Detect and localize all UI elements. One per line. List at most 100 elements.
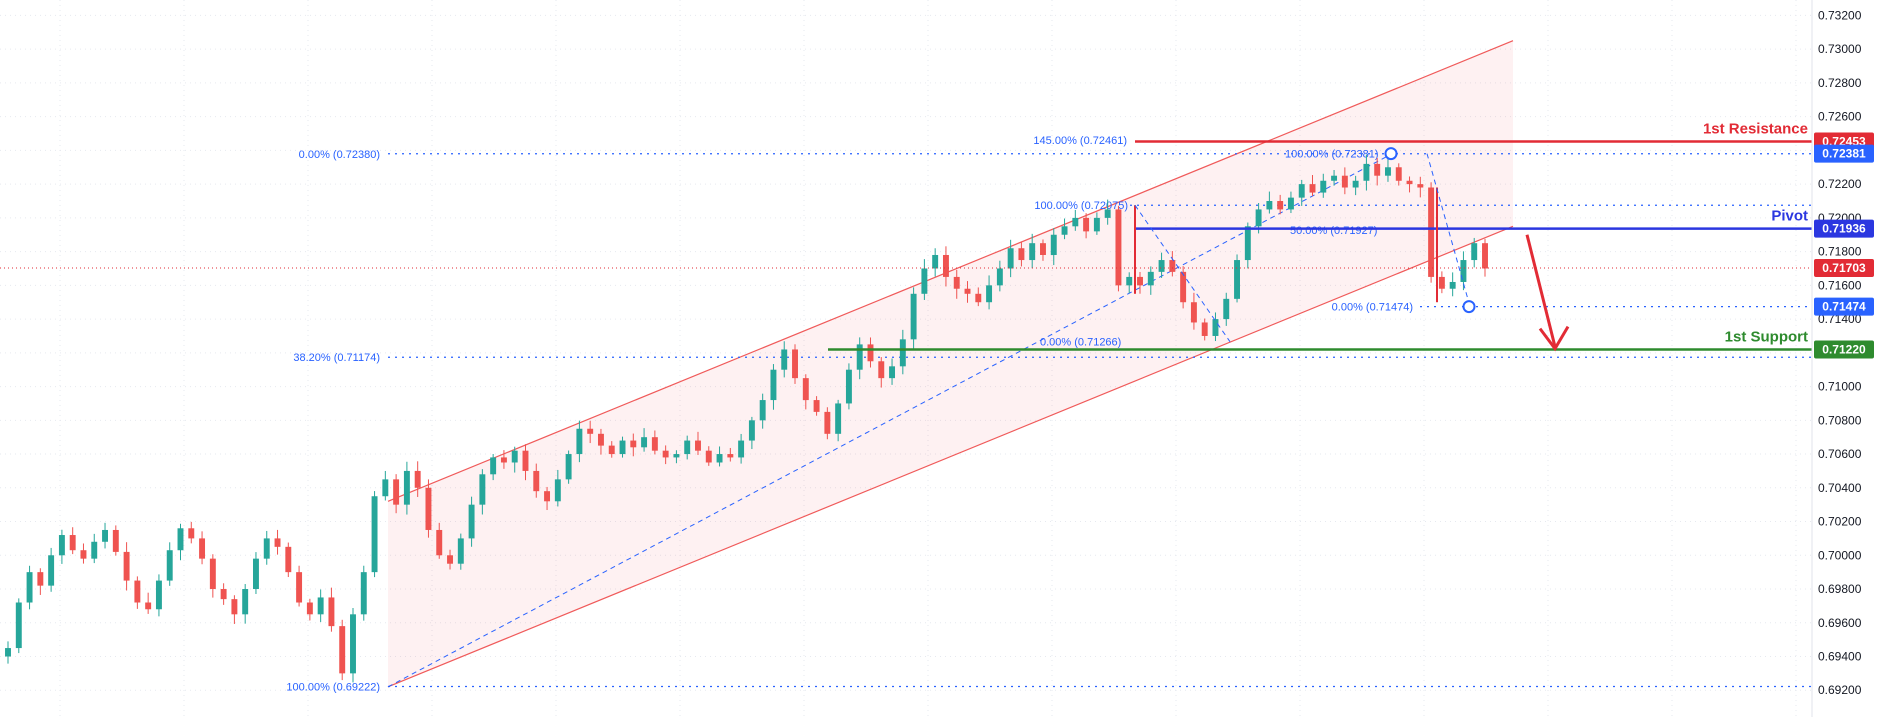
projection-arrow	[1525, 234, 1557, 347]
fib-anchor-point	[1384, 147, 1398, 161]
candle-body	[748, 420, 755, 441]
candlesticks	[5, 154, 1488, 683]
channel-upper-line	[387, 40, 1514, 502]
candle-body	[91, 541, 98, 559]
candle-body	[1104, 209, 1111, 218]
y-tick-label: 0.73000	[1818, 42, 1862, 56]
candle-body	[1040, 243, 1046, 255]
grid-lines	[0, 0, 1812, 717]
candle-body	[684, 440, 691, 455]
candle-body	[759, 400, 766, 421]
candle-body	[1223, 298, 1230, 320]
candle-body	[177, 528, 184, 551]
y-tick-label: 0.70800	[1818, 413, 1862, 427]
y-tick-label: 0.71800	[1818, 245, 1862, 259]
candle-body	[26, 572, 33, 603]
candle-body	[1482, 243, 1488, 269]
candle-body	[619, 440, 626, 455]
channel-lower-line	[387, 225, 1514, 688]
candle-body	[878, 361, 885, 379]
candle-body	[1029, 243, 1036, 261]
candle-body	[813, 400, 820, 412]
candle-body	[37, 572, 44, 586]
candle-body	[1406, 180, 1413, 185]
price-badge-label: 0.71474	[1822, 300, 1866, 314]
candle-body	[889, 366, 896, 379]
candle-body	[5, 648, 11, 657]
candle-body	[544, 491, 551, 502]
candle-body	[1180, 271, 1187, 303]
candle-body	[1137, 276, 1143, 286]
candle-body	[479, 474, 486, 505]
fib-anchor-point	[1462, 300, 1476, 314]
y-tick-label: 0.70400	[1818, 481, 1862, 495]
candle-body	[975, 293, 982, 303]
candle-body	[1212, 319, 1219, 336]
candle-body	[781, 349, 788, 370]
price-badge-label: 0.72381	[1822, 147, 1866, 161]
y-tick-label: 0.69600	[1818, 616, 1862, 630]
candle-body	[1234, 260, 1241, 299]
candle-body	[953, 276, 960, 289]
candle-body	[597, 433, 604, 446]
fib-annotation: 100.00% (0.69222)	[286, 682, 380, 694]
candle-body	[1363, 163, 1370, 181]
candle-body	[1309, 184, 1316, 193]
y-tick-label: 0.71600	[1818, 278, 1862, 292]
candle-body	[705, 450, 712, 463]
candle-body	[393, 479, 400, 505]
candle-body	[48, 555, 55, 586]
candle-body	[576, 428, 583, 455]
candle-body	[123, 551, 130, 581]
y-tick-label: 0.70600	[1818, 447, 1862, 461]
candle-body	[1201, 322, 1208, 336]
candle-body	[1050, 234, 1057, 255]
candle-body	[511, 450, 518, 463]
y-tick-label: 0.72600	[1818, 110, 1862, 124]
candle-body	[1438, 276, 1445, 289]
candle-body	[58, 535, 65, 556]
candle-body	[651, 437, 658, 451]
candle-body	[1072, 217, 1079, 227]
candle-body	[339, 626, 346, 674]
candle-body	[835, 403, 842, 434]
candle-body	[641, 437, 648, 448]
regression-channel	[387, 40, 1514, 688]
candle-body	[414, 470, 421, 488]
candle-body	[360, 572, 367, 615]
candle-body	[209, 558, 216, 590]
candle-body	[1341, 175, 1348, 188]
channel-fill	[388, 40, 1513, 687]
y-tick-label: 0.70000	[1818, 548, 1862, 562]
fib-annotation: 145.00% (0.72461)	[1033, 135, 1127, 147]
annotations	[1134, 147, 1570, 352]
fib-annotation: 50.00% (0.71927)	[1290, 225, 1377, 237]
candle-body	[1331, 175, 1338, 181]
candle-body	[921, 268, 928, 294]
price-badge	[1814, 219, 1874, 238]
candle-body	[845, 369, 852, 404]
projection-arrowhead	[1538, 325, 1570, 352]
price-badge-label: 0.71703	[1822, 261, 1866, 275]
candle-body	[1061, 226, 1068, 235]
candle-body	[436, 529, 443, 556]
y-tick-label: 0.70200	[1818, 515, 1862, 529]
candle-body	[899, 339, 906, 367]
price-badge-label: 0.71936	[1822, 222, 1866, 236]
candle-body	[447, 555, 453, 564]
y-tick-label: 0.72800	[1818, 76, 1862, 90]
candle-body	[1266, 201, 1273, 210]
y-tick-label: 0.73200	[1818, 8, 1862, 22]
candle-body	[1169, 260, 1176, 272]
candle-body	[425, 487, 432, 530]
candle-body	[490, 457, 497, 475]
candle-body	[220, 589, 227, 600]
candle-body	[199, 538, 206, 559]
candle-body	[1255, 209, 1262, 227]
candle-body	[468, 504, 475, 539]
candle-body	[296, 572, 303, 603]
candle-body	[910, 293, 917, 340]
candle-body	[1126, 276, 1133, 286]
candle-body	[1093, 217, 1100, 232]
